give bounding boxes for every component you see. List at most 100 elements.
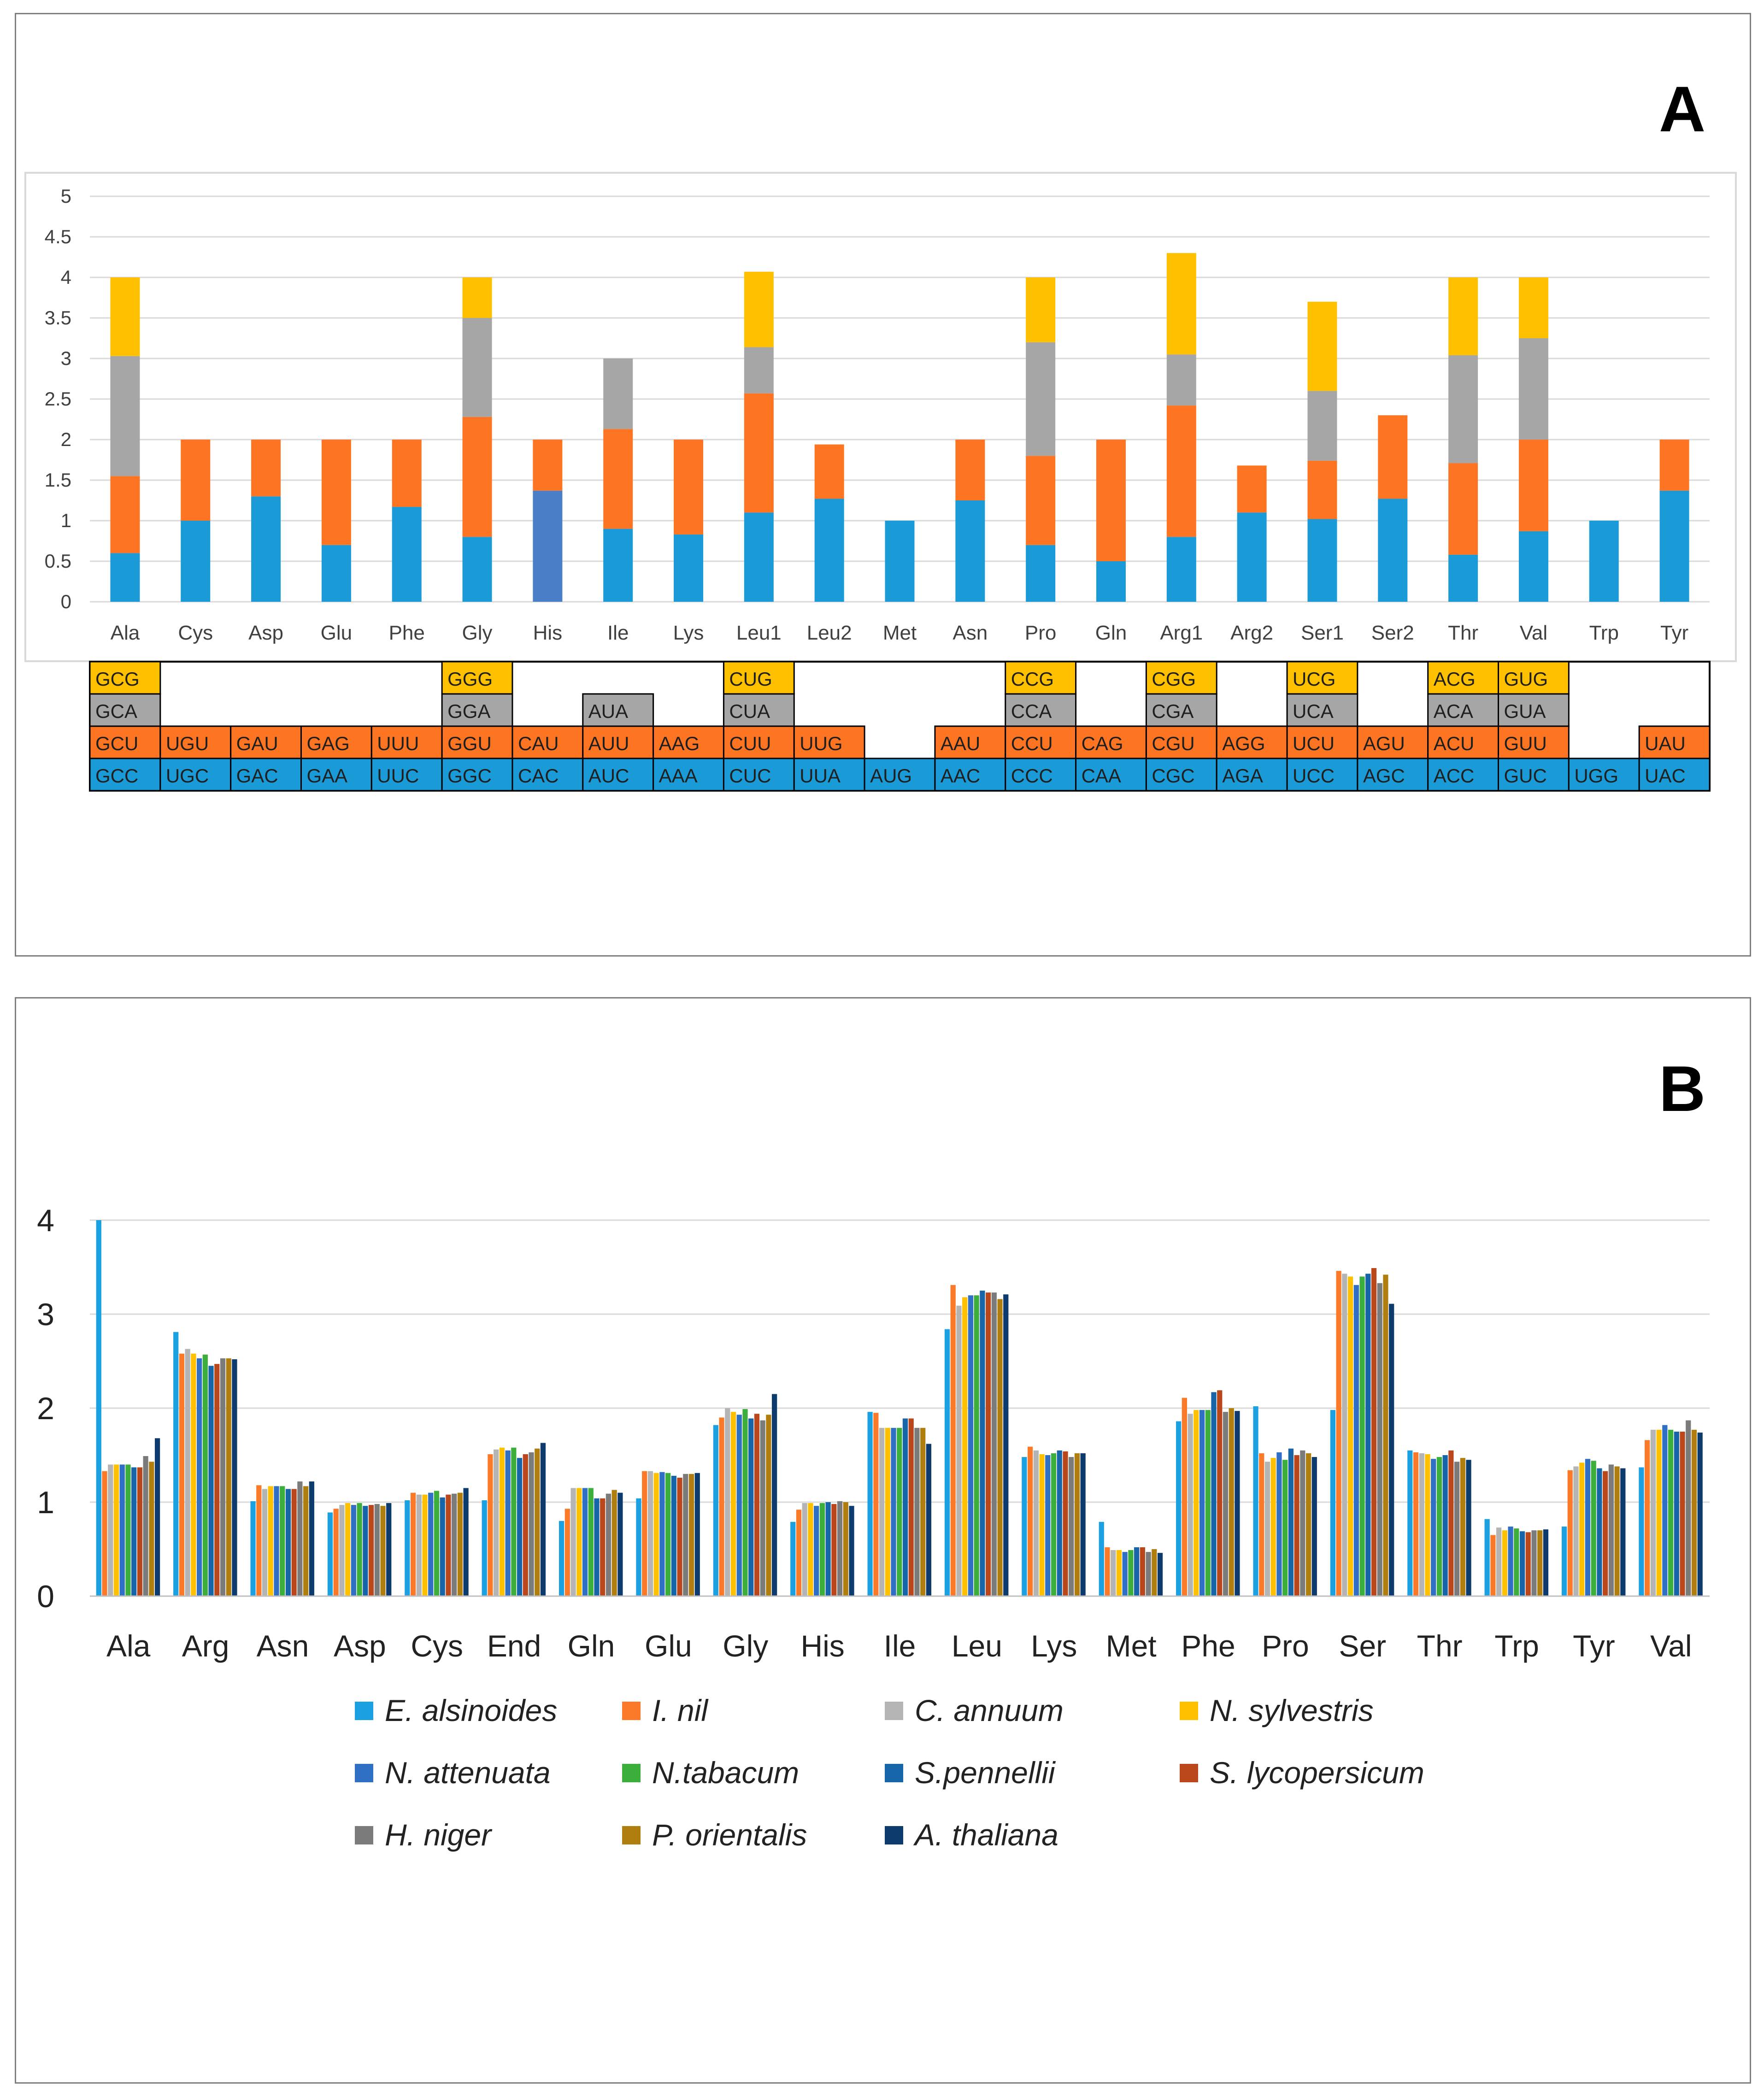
grouped-bar-b — [505, 1450, 511, 1596]
stacked-bar-segment-a — [1448, 463, 1478, 555]
plot-area-frame-a — [24, 172, 1737, 662]
codon-label: CGC — [1152, 765, 1194, 787]
grouped-bar-b — [694, 1473, 700, 1596]
codon-label: GUU — [1504, 733, 1547, 754]
grouped-bar-b — [1146, 1552, 1151, 1596]
stacked-bar-segment-a — [1096, 440, 1126, 561]
grouped-bar-b — [1199, 1410, 1205, 1596]
codon-label: ACG — [1434, 668, 1476, 690]
x-tick-label-b: Ile — [884, 1629, 916, 1663]
grouped-bar-b — [1311, 1457, 1317, 1596]
grouped-bar-b — [849, 1506, 854, 1596]
legend-swatch — [622, 1826, 641, 1844]
codon-label: AGC — [1363, 765, 1405, 787]
stacked-bar-segment-a — [1237, 512, 1267, 602]
grouped-bar-b — [1502, 1530, 1507, 1596]
grouped-bar-b — [137, 1467, 143, 1596]
grouped-bar-b — [1490, 1535, 1496, 1596]
codon-cell — [793, 725, 865, 759]
grouped-bar-b — [1662, 1425, 1668, 1596]
stacked-bar-segment-a — [1166, 354, 1196, 406]
grouped-bar-b — [262, 1489, 268, 1596]
grouped-bar-b — [1300, 1450, 1305, 1596]
codon-label: AUC — [588, 765, 629, 787]
x-tick-label-b: Trp — [1494, 1629, 1539, 1663]
grouped-bar-b — [742, 1409, 748, 1596]
codon-cell — [582, 758, 654, 792]
legend-label: A. thaliana — [913, 1818, 1058, 1852]
grouped-bar-b — [1099, 1521, 1104, 1596]
x-tick-label-a: Arg1 — [1160, 622, 1203, 644]
stacked-bar-segment-a — [1026, 456, 1056, 545]
grouped-bar-b — [1365, 1274, 1371, 1596]
grouped-bar-b — [1027, 1446, 1033, 1596]
y-tick-label-b: 3 — [37, 1297, 54, 1332]
codon-cell — [934, 758, 1006, 792]
grouped-bar-b — [1442, 1455, 1448, 1596]
grouped-bar-b — [511, 1447, 517, 1596]
y-tick-label-a: 4.5 — [45, 226, 71, 247]
legend-label: P. orientalis — [652, 1818, 807, 1852]
codon-label: GGA — [447, 700, 490, 722]
x-tick-label-b: Cys — [411, 1629, 463, 1663]
x-tick-label-a: Leu1 — [736, 622, 782, 644]
grouped-bar-b — [1342, 1274, 1347, 1596]
x-tick-label-b: Met — [1106, 1629, 1157, 1663]
stacked-bar-segment-a — [885, 521, 915, 602]
grouped-bar-b — [1591, 1461, 1596, 1596]
stacked-bar-segment-a — [181, 440, 211, 521]
x-tick-label-a: Asn — [953, 622, 988, 644]
stacked-bar-segment-a — [603, 358, 633, 429]
grouped-bar-b — [416, 1494, 422, 1596]
legend-label: H. niger — [385, 1818, 493, 1852]
grouped-bar-b — [1383, 1275, 1388, 1596]
grouped-bar-b — [1336, 1271, 1341, 1596]
stacked-bar-segment-a — [1026, 277, 1056, 342]
grouped-bar-b — [1022, 1457, 1027, 1596]
grouped-bar-b — [250, 1501, 256, 1596]
grouped-bar-b — [499, 1447, 505, 1596]
codon-label: GCU — [95, 733, 138, 754]
x-tick-label-a: Ile — [607, 622, 629, 644]
stacked-bar-segment-a — [1378, 415, 1408, 499]
grouped-bar-b — [1134, 1547, 1140, 1596]
stacked-bar-segment-a — [533, 490, 563, 602]
stacked-bar-segment-a — [462, 537, 492, 602]
grouped-bar-b — [837, 1501, 843, 1596]
grouped-bar-b — [1080, 1453, 1086, 1596]
legend-swatch — [885, 1764, 903, 1782]
grouped-bar-b — [535, 1448, 540, 1596]
grouped-bar-b — [1128, 1550, 1134, 1596]
grouped-bar-b — [463, 1488, 469, 1596]
grouped-bar-b — [1051, 1453, 1057, 1596]
grouped-bar-b — [285, 1489, 291, 1596]
codon-label: CUA — [729, 700, 770, 722]
grouped-bar-b — [1674, 1432, 1679, 1596]
grouped-bar-b — [1496, 1527, 1502, 1596]
x-tick-label-b: Phe — [1181, 1629, 1235, 1663]
grouped-bar-b — [446, 1494, 451, 1596]
grouped-bar-b — [576, 1488, 582, 1596]
codon-cell — [1638, 725, 1711, 759]
x-tick-label-b: Tyr — [1573, 1629, 1615, 1663]
codon-cell — [1498, 725, 1570, 759]
legend-swatch — [885, 1702, 903, 1720]
x-tick-label-b: Pro — [1262, 1629, 1309, 1663]
grouped-bar-b — [962, 1297, 968, 1596]
x-tick-label-b: Ala — [106, 1629, 151, 1663]
grouped-bar-b — [582, 1488, 588, 1596]
grouped-bar-b — [796, 1510, 802, 1596]
x-tick-label-a: Tyr — [1660, 622, 1688, 644]
codon-cell — [1638, 758, 1711, 792]
grouped-bar-b — [488, 1454, 493, 1596]
stacked-bar-segment-a — [1307, 460, 1337, 519]
stacked-bar-segment-a — [1448, 355, 1478, 464]
legend-swatch — [355, 1764, 373, 1782]
y-tick-label-b: 2 — [37, 1391, 54, 1426]
grouped-bar-b — [540, 1443, 546, 1596]
grouped-bar-b — [594, 1498, 600, 1596]
grouped-bar-b — [600, 1498, 606, 1596]
codon-label: UUA — [800, 765, 841, 787]
codon-cell — [1075, 725, 1147, 759]
grouped-bar-b — [434, 1491, 440, 1596]
